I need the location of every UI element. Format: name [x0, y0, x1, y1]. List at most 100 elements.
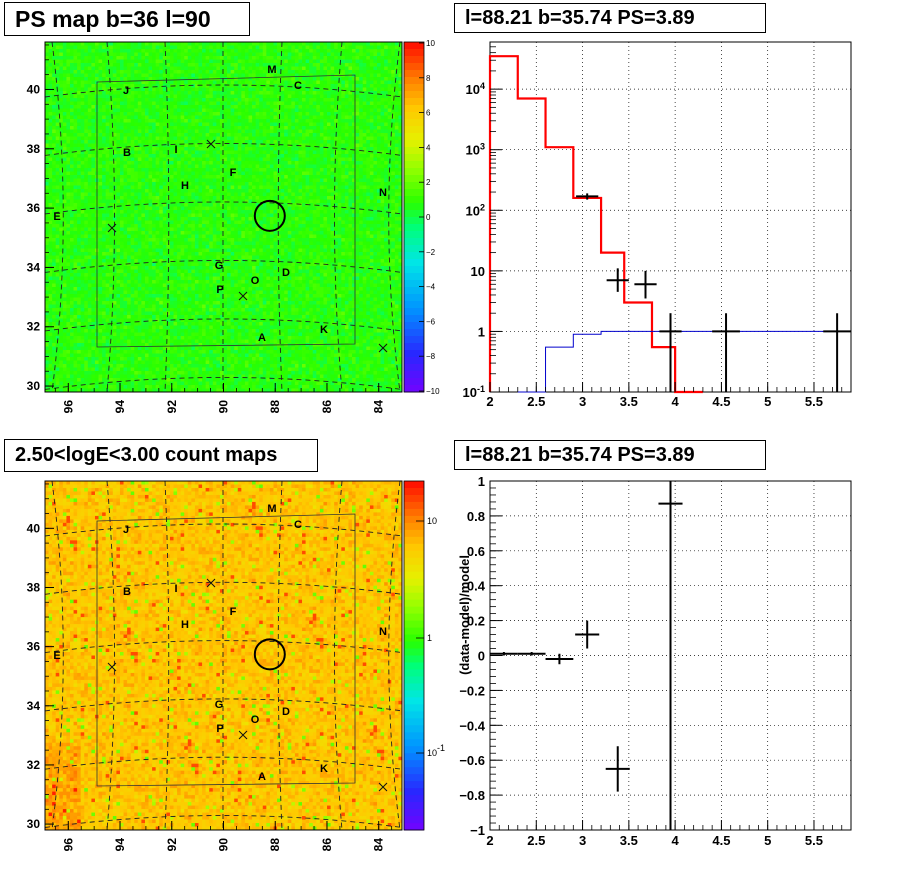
tl-pixel — [62, 164, 67, 169]
tl-pixel — [73, 343, 78, 347]
tl-pixel — [59, 217, 64, 221]
tl-pixel — [212, 332, 217, 337]
tl-pixel — [69, 245, 74, 249]
tl-pixel — [184, 182, 189, 186]
tl-pixel — [48, 59, 53, 64]
tl-pixel — [112, 70, 117, 74]
tl-pixel — [141, 350, 146, 354]
tl-pixel — [91, 66, 96, 71]
tl-pixel — [173, 73, 178, 78]
tl-pixel — [127, 168, 132, 172]
tl-pixel — [194, 63, 199, 67]
tl-pixel — [202, 98, 207, 102]
tl-pixel — [66, 63, 71, 67]
tl-pixel — [144, 325, 149, 330]
tl-pixel — [62, 374, 67, 379]
tl-pixel — [48, 311, 53, 316]
tl-pixel — [87, 329, 92, 333]
tl-pixel — [55, 255, 60, 260]
tl-pixel — [191, 154, 196, 158]
tl-pixel — [202, 322, 207, 326]
tl-pixel — [62, 154, 67, 158]
tl-pixel — [123, 308, 128, 312]
tl-pixel — [184, 224, 189, 228]
tl-pixel — [209, 189, 214, 193]
tl-pixel — [116, 245, 121, 249]
tl-pixel — [202, 59, 207, 64]
tl-pixel — [194, 73, 199, 78]
tl-pixel — [155, 255, 160, 260]
tl-pixel — [52, 304, 57, 309]
tl-pixel — [127, 49, 132, 53]
tl-pixel — [84, 178, 89, 183]
tl-pixel — [162, 196, 167, 200]
tl-pixel — [69, 269, 74, 274]
tl-pixel — [180, 77, 185, 81]
tl-pixel — [184, 91, 189, 95]
tl-pixel — [84, 196, 89, 200]
tl-pixel — [205, 168, 210, 172]
tl-pixel — [191, 290, 196, 295]
tl-pixel — [148, 168, 153, 172]
tl-pixel — [55, 98, 60, 102]
tl-pixel — [84, 388, 89, 392]
tl-pixel — [66, 80, 71, 85]
tl-pixel — [80, 56, 85, 60]
tl-pixel — [152, 325, 157, 330]
tl-pixel — [187, 224, 192, 228]
tl-pixel — [91, 308, 96, 312]
tl-pixel — [216, 364, 221, 368]
tl-pixel — [52, 252, 57, 256]
tl-pixel — [198, 206, 203, 211]
tl-pixel — [198, 315, 203, 319]
tl-pixel — [180, 381, 185, 386]
tl-pixel — [134, 350, 139, 354]
tl-pixel — [216, 241, 221, 246]
tl-pixel — [45, 287, 49, 291]
tl-pixel — [84, 42, 89, 46]
tl-pixel — [155, 105, 160, 109]
tl-pixel — [48, 374, 53, 379]
tl-pixel — [198, 105, 203, 109]
tl-pixel — [116, 294, 121, 298]
tl-pixel — [48, 178, 53, 183]
tl-pixel — [77, 311, 82, 316]
tl-pixel — [59, 311, 64, 316]
tl-pixel — [191, 273, 196, 277]
tl-pixel — [48, 360, 53, 365]
tl-pixel — [73, 105, 78, 109]
tl-pixel — [187, 339, 192, 344]
tl-pixel — [219, 262, 224, 267]
tl-pixel — [45, 350, 49, 354]
tl-pixel — [69, 262, 74, 267]
tl-pixel — [102, 325, 107, 330]
tl-pixel — [105, 301, 110, 305]
tl-pixel — [59, 154, 64, 158]
tl-pixel — [105, 346, 110, 351]
tl-pixel — [184, 374, 189, 379]
tl-pixel — [191, 388, 196, 392]
tl-pixel — [209, 322, 214, 326]
tl-pixel — [80, 196, 85, 200]
tl-pixel — [155, 77, 160, 81]
tl-pixel — [212, 231, 217, 235]
tl-pixel — [102, 269, 107, 274]
tl-pixel — [184, 297, 189, 302]
tl-pixel — [202, 73, 207, 78]
tl-pixel — [198, 231, 203, 235]
tl-pixel — [162, 213, 167, 218]
tl-pixel — [45, 217, 49, 221]
tl-pixel — [102, 294, 107, 298]
tl-pixel — [69, 290, 74, 295]
tl-pixel — [177, 385, 182, 389]
tl-pixel — [177, 206, 182, 211]
tl-pixel — [166, 112, 171, 116]
tl-pixel — [98, 217, 103, 221]
tl-pixel — [177, 332, 182, 337]
tl-pixel — [112, 346, 117, 351]
tl-pixel — [205, 364, 210, 368]
tl-pixel — [73, 171, 78, 176]
tl-pixel — [148, 84, 153, 88]
tl-pixel — [144, 150, 149, 155]
tl-pixel — [144, 374, 149, 379]
